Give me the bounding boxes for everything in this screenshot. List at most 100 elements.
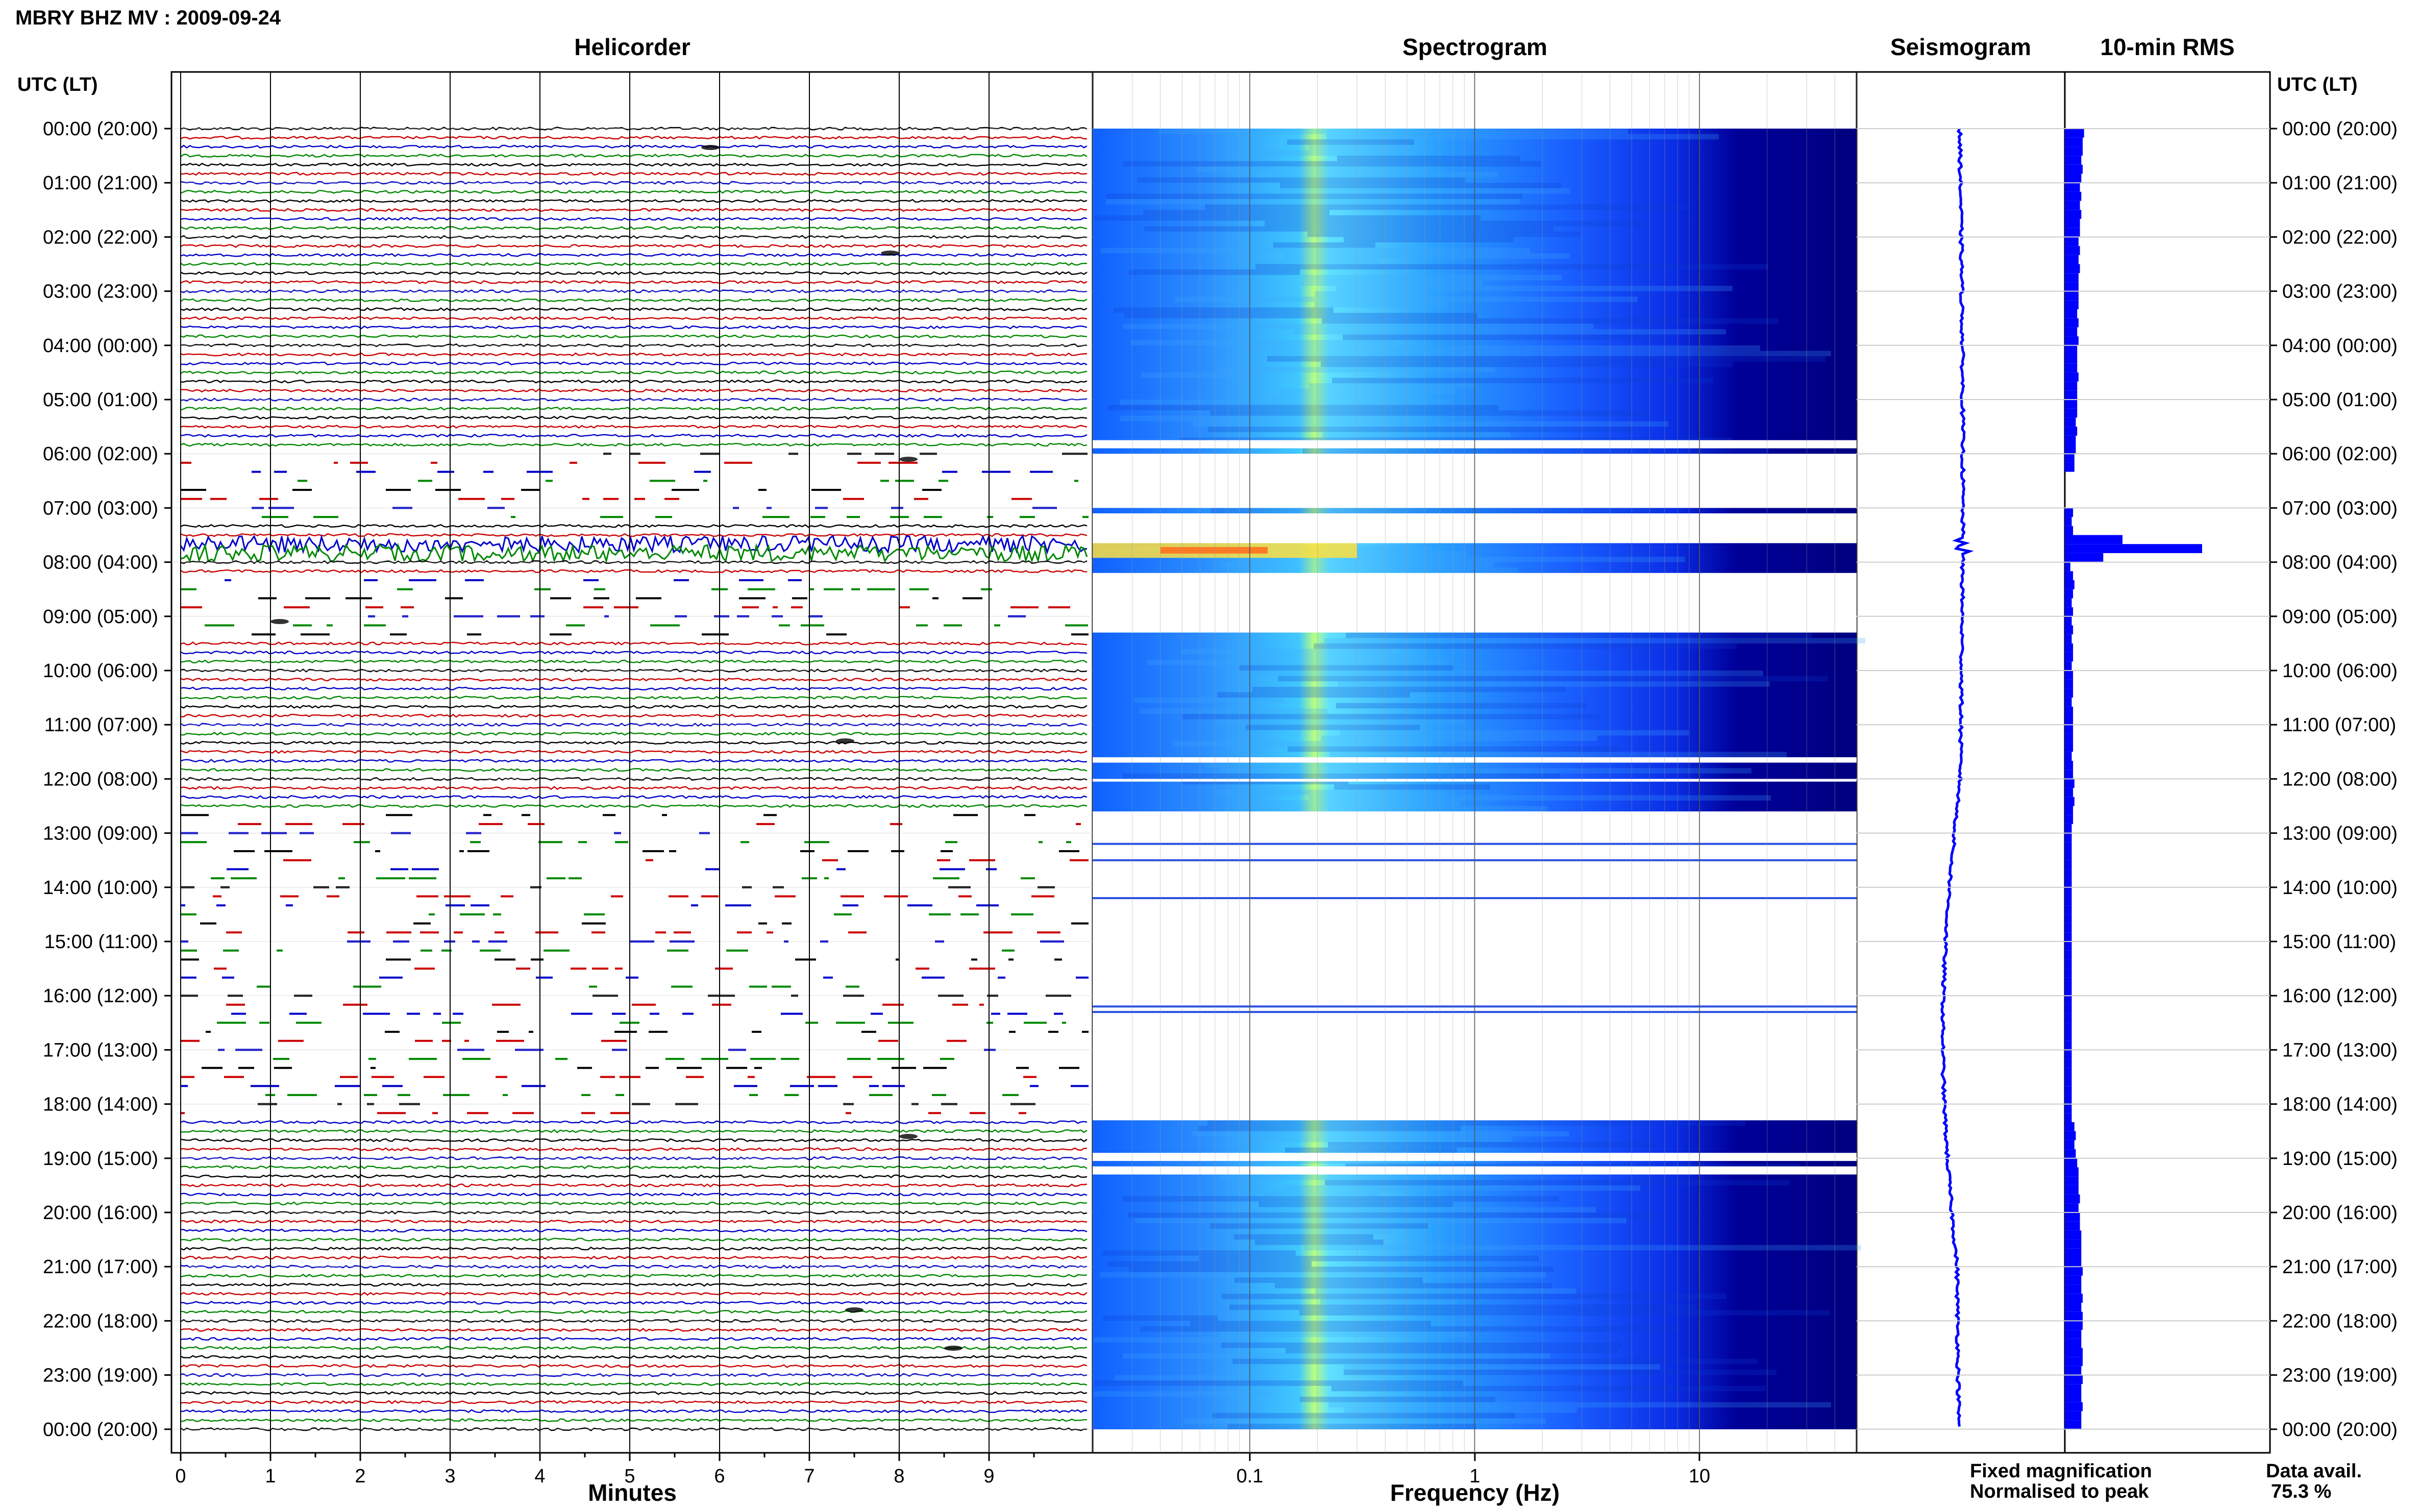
- rms-bar: [2065, 129, 2084, 138]
- spectrogram-texture: [1237, 671, 1763, 676]
- rms-bar: [2065, 742, 2074, 752]
- time-label-right: 23:00 (19:00): [2282, 1365, 2398, 1386]
- time-label-right: 17:00 (13:00): [2282, 1039, 2398, 1061]
- rms-bar: [2065, 725, 2074, 734]
- helicorder-trace: [180, 1147, 1088, 1151]
- rms-bar: [2065, 977, 2072, 987]
- helicorder-trace: [180, 704, 1088, 709]
- helicorder-trace: [181, 379, 1088, 384]
- rms-panel: [2065, 129, 2202, 1429]
- helicorder-trace: [180, 795, 1088, 799]
- rms-bar: [2065, 1032, 2072, 1041]
- helicorder-burst: [944, 1346, 962, 1351]
- spectrogram-texture: [1309, 144, 1435, 151]
- rms-bar: [2065, 833, 2072, 842]
- spectrogram-texture: [1246, 725, 1420, 730]
- helicorder-tick-label: 5: [624, 1466, 635, 1487]
- spectrogram-texture: [1144, 226, 1554, 232]
- helicorder-trace: [181, 696, 1088, 700]
- rms-bar: [2065, 1194, 2080, 1204]
- rms-bar: [2065, 282, 2079, 291]
- spectrogram-texture: [1221, 562, 1494, 568]
- spectrogram-texture: [1263, 1191, 1379, 1197]
- spectrogram-texture: [1159, 129, 1628, 134]
- helicorder-trace: [180, 786, 1088, 790]
- spectrogram-texture: [1193, 421, 1668, 427]
- helicorder-trace: [180, 1400, 1088, 1404]
- rms-bar: [2065, 1384, 2082, 1393]
- spectrogram-texture: [1205, 204, 1688, 210]
- helicorder-trace: [180, 1355, 1088, 1359]
- spectrogram-texture: [1274, 551, 1467, 557]
- spectrogram-texture: [1309, 383, 1476, 389]
- spectrogram-texture: [1143, 210, 1329, 215]
- time-label-left: 08:00 (04:00): [43, 552, 158, 574]
- time-label-right: 11:00 (07:00): [2282, 714, 2396, 736]
- spectrogram-texture: [1101, 247, 1530, 254]
- spectrogram-texture: [1288, 746, 1619, 752]
- rms-bar: [2065, 761, 2074, 770]
- rms-bar: [2065, 300, 2079, 309]
- rms-bar: [2065, 941, 2072, 951]
- data-avail-label: Data avail.: [2266, 1460, 2362, 1482]
- helicorder-trace: [180, 1301, 1088, 1305]
- rms-bar: [2065, 1240, 2082, 1249]
- time-label-left: 17:00 (13:00): [43, 1039, 158, 1061]
- rms-bar: [2065, 1086, 2072, 1095]
- helicorder-trace: [180, 750, 1088, 754]
- rms-bar: [2065, 1113, 2072, 1122]
- helicorder-tick-label: 8: [894, 1466, 904, 1487]
- helicorder-trace: [180, 361, 1088, 366]
- spectrogram-texture: [1108, 405, 1499, 411]
- spectrogram-texture: [1231, 1207, 1596, 1212]
- spectrogram-texture: [1258, 1201, 1453, 1207]
- helicorder-trace: [180, 289, 1088, 293]
- rms-bar: [2065, 173, 2082, 183]
- spectrogram-texture: [1123, 161, 1541, 167]
- helicorder-trace: [180, 1192, 1088, 1197]
- rms-bar: [2065, 1203, 2079, 1212]
- spectrogram-texture: [1130, 340, 1395, 345]
- spectrogram-texture: [1321, 361, 1733, 367]
- rms-bar: [2065, 905, 2072, 914]
- rms-bar: [2065, 400, 2078, 409]
- rms-bar: [2065, 815, 2074, 824]
- rms-bar: [2065, 661, 2072, 671]
- rms-bar: [2065, 535, 2122, 544]
- spectrogram-texture: [1266, 150, 1403, 156]
- helicorder-trace: [180, 1309, 1088, 1314]
- spectrogram-texture: [1302, 448, 1769, 454]
- spectrogram-texture: [1175, 296, 1638, 302]
- time-label-left: 06:00 (02:00): [43, 443, 158, 465]
- rms-bar: [2065, 923, 2072, 933]
- spectrogram-texture: [1103, 1315, 1218, 1321]
- spectrogram-texture: [1114, 307, 1334, 313]
- legend-fixed-magnification: Fixed magnification: [1970, 1460, 2152, 1482]
- spectrogram-texture: [1265, 220, 1645, 227]
- spectrogram-texture: [1141, 372, 1260, 378]
- rms-bar: [2065, 309, 2078, 318]
- time-label-left: 09:00 (05:00): [43, 606, 158, 628]
- spectrogram-texture: [1344, 237, 1514, 242]
- helicorder-trace: [180, 162, 1088, 167]
- helicorder-burst: [701, 145, 720, 150]
- spectrogram-tick-label: 1: [1469, 1466, 1480, 1487]
- time-label-right: 20:00 (16:00): [2282, 1202, 2398, 1224]
- time-label-left: 10:00 (06:00): [43, 660, 158, 682]
- spectrogram-texture: [1221, 1342, 1621, 1348]
- spectrogram-texture: [1137, 177, 1466, 183]
- time-label-right: 08:00 (04:00): [2282, 552, 2398, 574]
- time-label-right: 12:00 (08:00): [2282, 769, 2398, 790]
- spectrogram-texture: [1220, 768, 1751, 774]
- helicorder-trace: [180, 1418, 1088, 1422]
- spectrogram-texture: [1309, 795, 1771, 801]
- helicorder-trace: [180, 144, 1088, 149]
- rms-bar: [2065, 354, 2078, 364]
- rms-bar: [2065, 887, 2072, 897]
- spectrogram-texture: [1285, 1147, 1457, 1153]
- helicorder-trace: [180, 1328, 1088, 1332]
- spectrogram-texture: [1208, 427, 1635, 432]
- spectrogram-texture: [1235, 1158, 1405, 1164]
- spectrogram-texture: [1214, 789, 1448, 796]
- spectrogram-texture: [1220, 1174, 1460, 1180]
